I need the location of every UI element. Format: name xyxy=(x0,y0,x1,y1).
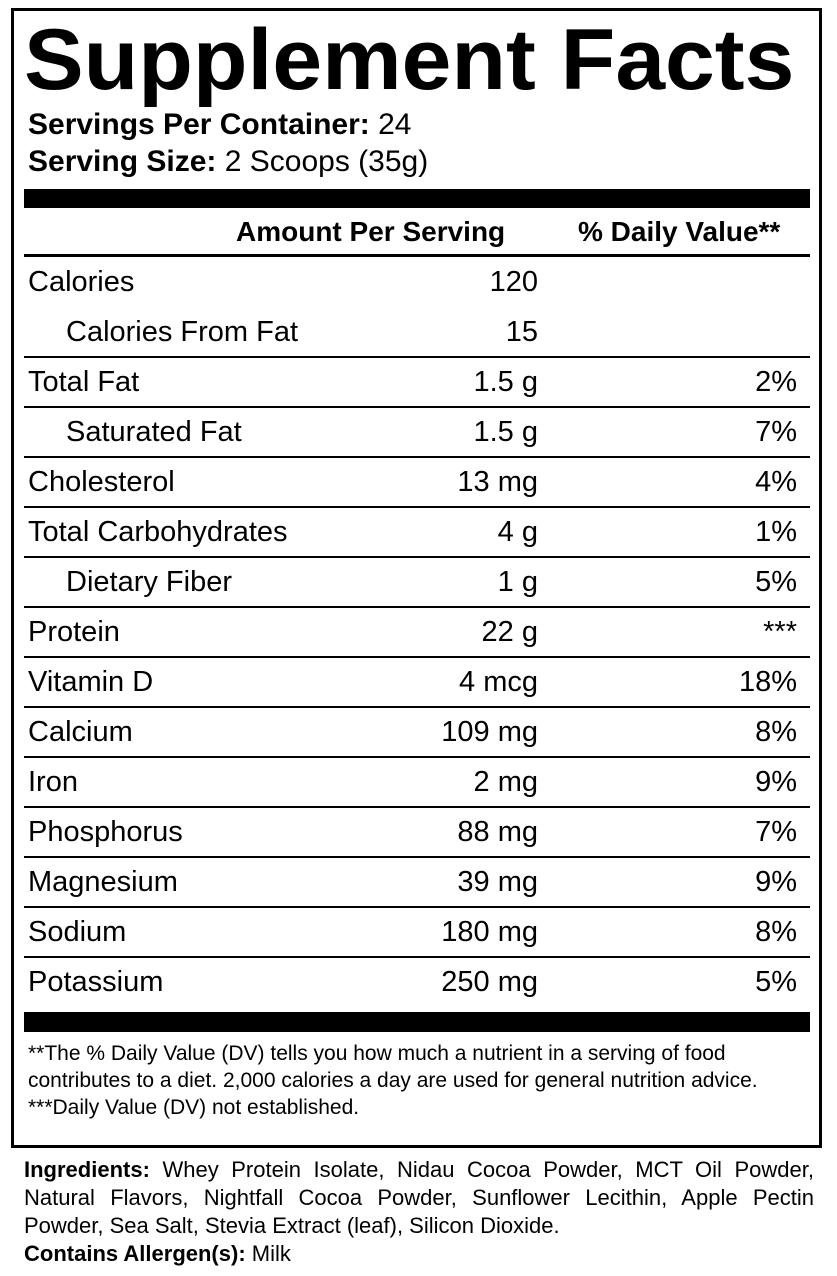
nutrient-name: Vitamin D xyxy=(28,666,154,698)
nutrient-name: Calories From Fat xyxy=(66,316,299,348)
header-divider xyxy=(24,254,810,257)
nutrient-name: Total Fat xyxy=(28,366,140,398)
footnote-dv: **The % Daily Value (DV) tells you how m… xyxy=(28,1042,758,1092)
nutrient-name: Phosphorus xyxy=(28,816,183,848)
panel-title: Supplement Facts xyxy=(24,12,795,108)
nutrient-amount: 250 mg xyxy=(441,966,538,998)
nutrient-row: Magnesium 39 mg 9% xyxy=(24,858,810,908)
nutrient-row: Protein 22 g *** xyxy=(24,608,810,658)
nutrient-amount: 1.5 g xyxy=(473,366,539,398)
nutrient-row: Vitamin D 4 mcg 18% xyxy=(24,658,810,708)
nutrient-row: Sodium 180 mg 8% xyxy=(24,908,810,958)
nutrient-amount: 39 mg xyxy=(457,866,538,898)
nutrient-dv: 2% xyxy=(755,366,797,398)
serving-size: Serving Size: 2 Scoops (35g) xyxy=(28,145,428,179)
serving-size-value: 2 Scoops (35g) xyxy=(224,145,429,178)
nutrient-amount: 109 mg xyxy=(441,716,538,748)
ingredients-section: Ingredients: Whey Protein Isolate, Nidau… xyxy=(24,1156,814,1268)
nutrient-name: Dietary Fiber xyxy=(66,566,232,598)
dv-header: % Daily Value** xyxy=(578,216,781,247)
nutrient-amount: 2 mg xyxy=(473,766,538,798)
nutrient-amount: 15 xyxy=(505,316,538,348)
amount-header: Amount Per Serving xyxy=(236,216,506,247)
nutrient-amount: 13 mg xyxy=(457,466,538,498)
nutrient-name: Saturated Fat xyxy=(66,416,242,448)
nutrient-amount: 4 g xyxy=(497,516,538,548)
nutrient-amount: 1 g xyxy=(497,566,538,598)
nutrient-amount: 1.5 g xyxy=(473,416,539,448)
servings-label: Servings Per Container: xyxy=(28,108,370,141)
nutrient-row: Iron 2 mg 9% xyxy=(24,758,810,808)
nutrient-name: Calories xyxy=(28,266,135,298)
nutrient-dv: 8% xyxy=(755,916,797,948)
footnotes: **The % Daily Value (DV) tells you how m… xyxy=(28,1040,808,1121)
nutrient-row: Cholesterol 13 mg 4% xyxy=(24,458,810,508)
nutrient-name: Iron xyxy=(28,766,78,798)
servings-per-container: Servings Per Container: 24 xyxy=(28,108,411,142)
nutrient-dv: 1% xyxy=(755,516,797,548)
nutrient-amount: 180 mg xyxy=(441,916,538,948)
nutrient-row: Saturated Fat 1.5 g 7% xyxy=(24,408,810,458)
nutrient-dv: 7% xyxy=(755,416,797,448)
nutrient-dv: 4% xyxy=(755,466,797,498)
nutrient-row: Phosphorus 88 mg 7% xyxy=(24,808,810,858)
nutrient-amount: 88 mg xyxy=(457,816,538,848)
nutrient-row: Potassium 250 mg 5% xyxy=(24,958,810,1008)
serving-size-label: Serving Size: xyxy=(28,145,217,178)
nutrient-row: Total Carbohydrates 4 g 1% xyxy=(24,508,810,558)
nutrient-amount: 120 xyxy=(489,266,538,298)
nutrient-row: Dietary Fiber 1 g 5% xyxy=(24,558,810,608)
thick-divider xyxy=(24,189,810,208)
nutrient-row: Calories From Fat 15 xyxy=(24,308,810,358)
allergens-text: Milk xyxy=(251,1241,291,1266)
nutrient-name: Sodium xyxy=(28,916,127,948)
nutrient-dv: 18% xyxy=(738,666,797,698)
nutrient-row: Total Fat 1.5 g 2% xyxy=(24,358,810,408)
nutrient-dv: 5% xyxy=(755,966,797,998)
nutrient-dv: 7% xyxy=(755,816,797,848)
nutrient-dv: 5% xyxy=(755,566,797,598)
nutrient-table: Calories 120 Calories From Fat 15 Total Fat 1… xyxy=(24,258,810,1008)
nutrient-dv: 9% xyxy=(755,766,797,798)
nutrient-row: Calories 120 xyxy=(24,258,810,308)
nutrient-amount: 4 mcg xyxy=(459,666,538,698)
supplement-facts-panel xyxy=(11,8,822,1148)
nutrient-name: Total Carbohydrates xyxy=(28,516,288,548)
servings-value: 24 xyxy=(378,108,412,141)
allergens-label: Contains Allergen(s): xyxy=(24,1241,246,1266)
ingredients-label: Ingredients: xyxy=(24,1157,150,1182)
nutrient-name: Protein xyxy=(28,616,120,648)
nutrient-row: Calcium 109 mg 8% xyxy=(24,708,810,758)
nutrient-name: Magnesium xyxy=(28,866,178,898)
nutrient-name: Cholesterol xyxy=(28,466,175,498)
ingredients-text: Whey Protein Isolate, Nidau Cocoa Powder… xyxy=(24,1157,814,1238)
nutrient-amount: 22 g xyxy=(481,616,538,648)
nutrient-dv: 9% xyxy=(755,866,797,898)
nutrient-name: Calcium xyxy=(28,716,133,748)
nutrient-dv: *** xyxy=(763,616,797,648)
footnote-not-established: ***Daily Value (DV) not established. xyxy=(28,1096,360,1119)
nutrient-name: Potassium xyxy=(28,966,164,998)
nutrient-dv: 8% xyxy=(755,716,797,748)
thick-divider-bottom xyxy=(24,1012,810,1032)
